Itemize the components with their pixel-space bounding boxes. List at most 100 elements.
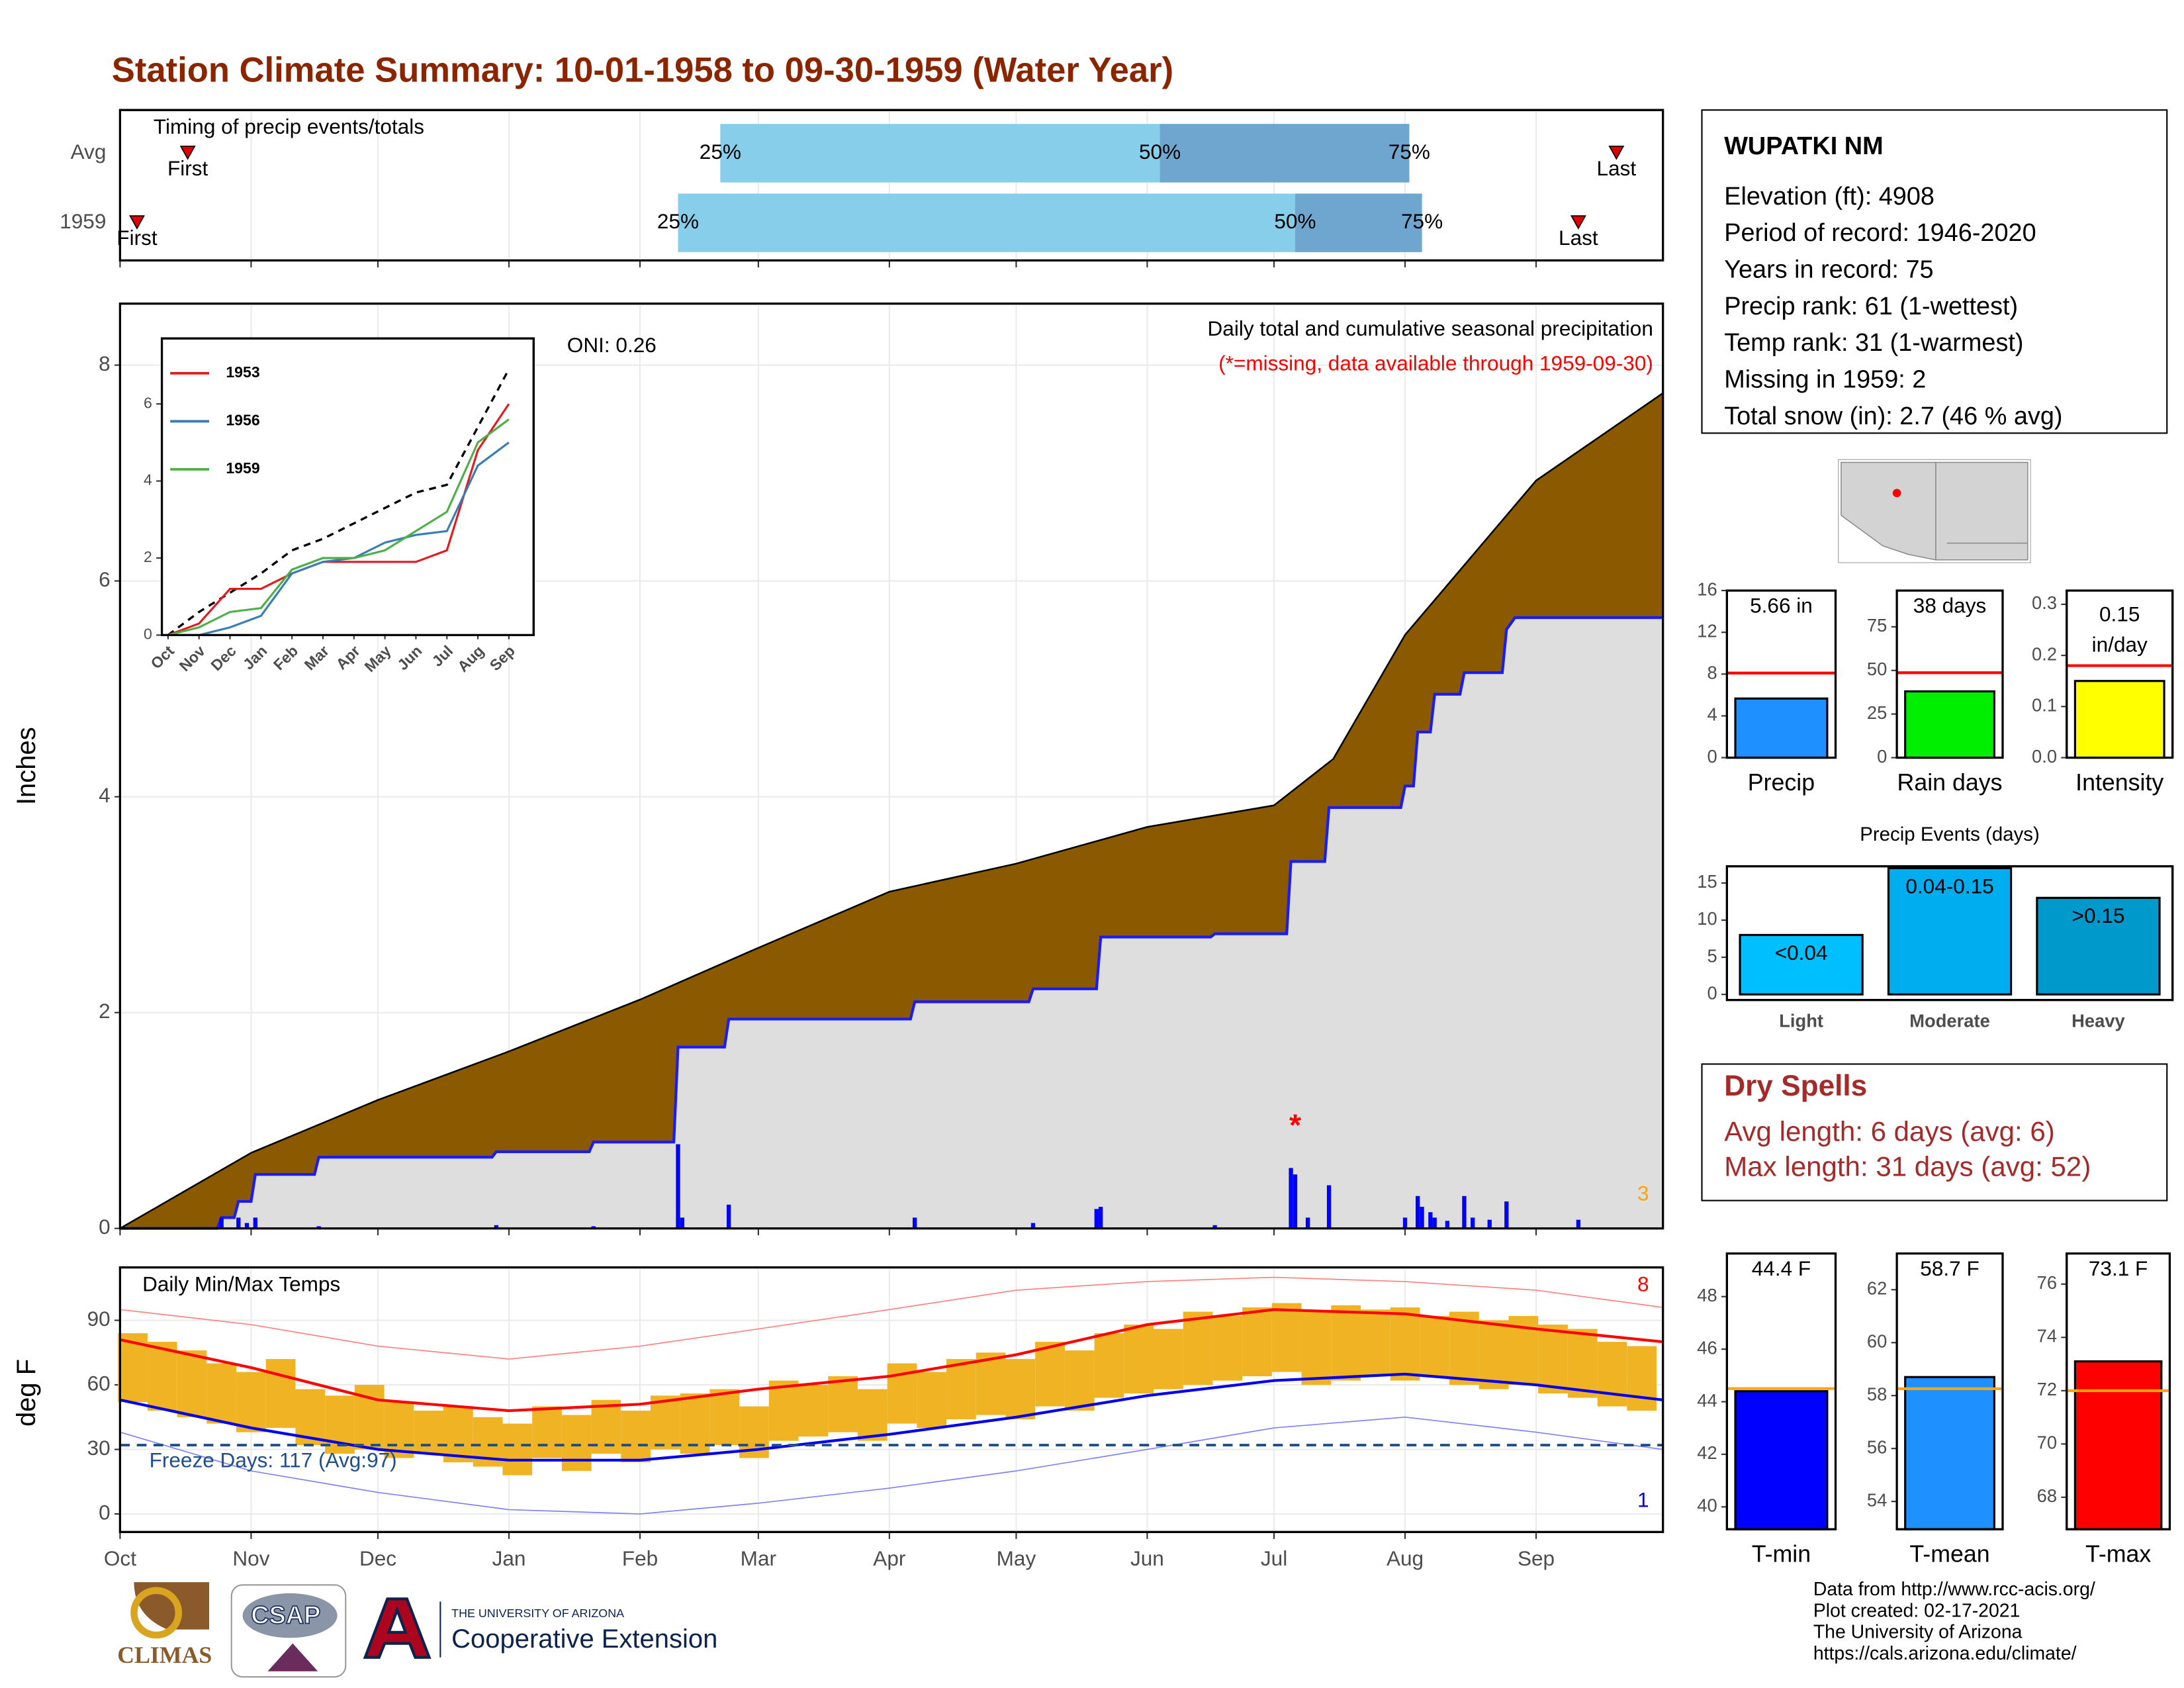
daily-bar (1094, 1209, 1099, 1229)
events-title: Precip Events (days) (1860, 823, 2040, 845)
climas-text: CLIMAS (117, 1642, 212, 1668)
cumulative-line (119, 392, 1664, 1229)
range-label: 0.04-0.15 (1905, 874, 1993, 898)
y-tick-label: 62 (1867, 1278, 1887, 1299)
ua-logo (363, 1597, 432, 1659)
x-tick-label: Jun (1130, 1546, 1164, 1570)
y-tick-label: 8 (99, 352, 111, 375)
value-label: 44.4 F (1752, 1256, 1811, 1280)
row-label: Avg (71, 140, 107, 164)
temp-range-bar (1271, 1303, 1302, 1372)
timing-marker (1570, 215, 1586, 230)
credit-line: Data from http://www.rcc-acis.org/ (1813, 1579, 2095, 1600)
y-tick-label: 75 (1867, 615, 1887, 635)
timing-label: First (167, 156, 208, 180)
dry-spells: Dry Spells (1701, 1063, 2168, 1201)
temp-range-bar (621, 1411, 651, 1463)
chart-title: Daily total and cumulative seasonal prec… (1208, 316, 1653, 340)
credit-line: The University of Arizona (1813, 1622, 2023, 1643)
y-tick-label: 44 (1697, 1390, 1717, 1411)
plot-border (1895, 589, 2004, 759)
cumulative-line (120, 616, 1663, 1230)
y-tick-label: 50 (1867, 659, 1887, 679)
count-low: 1 (1637, 1487, 1649, 1511)
daily-bar (1471, 1217, 1475, 1229)
daily-bar (1445, 1221, 1450, 1229)
station-line: Years in record: 75 (1724, 256, 1933, 283)
daily-bar (680, 1217, 685, 1229)
y-tick-label: 0 (1707, 746, 1717, 767)
y-tick-label: 42 (1697, 1442, 1717, 1463)
temp-range-bar (1124, 1325, 1154, 1394)
temp-range-bar (1005, 1359, 1036, 1420)
station-line: Temp rank: 31 (1-warmest) (1724, 329, 2023, 357)
station-line: Precip rank: 61 (1-wettest) (1724, 293, 2018, 320)
y-axis-label: Inches (12, 727, 41, 805)
y-tick-label: 0.3 (2032, 592, 2057, 613)
station-frame (1701, 109, 2168, 434)
gauge-bar (1904, 1376, 1995, 1530)
ua-extension: Cooperative Extension (451, 1624, 717, 1654)
credit-line: Plot created: 02-17-2021 (1813, 1600, 2021, 1621)
y-tick-label: 46 (1697, 1337, 1717, 1358)
y-tick-label: 68 (2037, 1485, 2057, 1506)
temp-range-bar (828, 1376, 858, 1432)
y-tick-label: 0 (1877, 746, 1887, 767)
range-label: >0.15 (2072, 904, 2125, 927)
station-box: WUPATKI NM (1701, 109, 2168, 434)
temp-range-bar (1449, 1311, 1479, 1385)
station-dot (1892, 489, 1901, 498)
y-tick-label: 2 (99, 999, 111, 1023)
y-tick-label: 4 (1707, 704, 1717, 725)
x-tick-label: Aug (1387, 1546, 1424, 1570)
temp-range-bar (976, 1352, 1006, 1415)
temp-range-bar (1390, 1307, 1420, 1381)
y-tick-label: 0 (99, 1215, 111, 1239)
station-name: WUPATKI NM (1724, 132, 1883, 160)
timing-marker (179, 146, 196, 160)
legend-label: 1953 (226, 363, 260, 381)
timing-label: Last (1597, 156, 1637, 180)
daily-bar (1416, 1196, 1420, 1229)
timeline-title: Timing of precip events/totals (154, 115, 424, 138)
daily-bar (1462, 1196, 1467, 1229)
map (1838, 459, 2031, 563)
daily-bar (726, 1204, 731, 1229)
temp-range-bar (1597, 1342, 1627, 1407)
y-tick-label: 54 (1867, 1489, 1887, 1510)
daily-bar (1305, 1217, 1310, 1229)
chart-subtitle: (*=missing, data available through 1959-… (1218, 352, 1653, 375)
y-tick-label: 16 (1697, 579, 1717, 599)
x-tick-label: May (997, 1546, 1036, 1570)
daily-bar (1576, 1219, 1581, 1229)
daily-bar (1326, 1185, 1332, 1229)
y-tick-label: 40 (1697, 1495, 1717, 1516)
dry-title: Dry Spells (1724, 1070, 1867, 1102)
plot-border (1895, 1252, 2004, 1530)
temp-range-bar (680, 1393, 710, 1454)
value-label: 73.1 F (2089, 1256, 2148, 1280)
station-line: Period of record: 1946-2020 (1724, 219, 2036, 247)
daily-bar (316, 1226, 321, 1229)
y-tick-label: 4 (99, 783, 111, 807)
y-tick-label: 0.0 (2032, 746, 2057, 767)
station-line: Elevation (ft): 4908 (1724, 183, 1934, 211)
timing-marker (129, 215, 145, 230)
season-line (167, 403, 510, 636)
climas-sun (130, 1587, 183, 1639)
temp-range-bar (414, 1411, 444, 1454)
gauge-bar (2073, 680, 2165, 759)
gauge-bar (2073, 1360, 2163, 1530)
y-tick-label: 25 (1867, 702, 1887, 723)
record-line (120, 1416, 1663, 1515)
quartile-label: 75% (1401, 209, 1443, 233)
plot-border (2066, 589, 2174, 759)
plot-border (118, 303, 1664, 1230)
gauge-label: T-min (1752, 1541, 1811, 1568)
daily-bar (219, 1217, 224, 1229)
median-bar (1160, 124, 1410, 183)
temp-range-bar (650, 1395, 680, 1450)
y-tick-label: 58 (1867, 1383, 1887, 1404)
quartile-label: 50% (1274, 209, 1316, 233)
